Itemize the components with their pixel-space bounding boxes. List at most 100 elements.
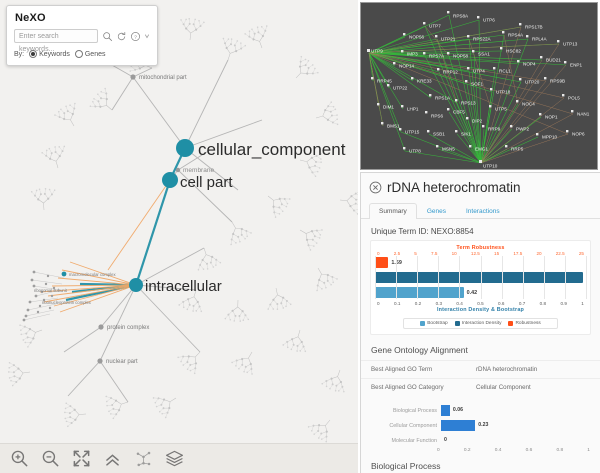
term-detail-panel[interactable]: rDNA heterochromatin Summary Genes Inter… [360, 172, 600, 473]
radio-genes[interactable]: Genes [74, 50, 105, 58]
gene-node-label[interactable]: RPS13 [461, 101, 476, 106]
go-value-cellular-component: 0.23 [478, 422, 489, 428]
gene-node-label[interactable]: LHP1 [407, 107, 419, 112]
gene-node-label[interactable]: DIP2 [472, 119, 483, 124]
search-input[interactable]: Enter search keywords... [14, 29, 98, 53]
gridline [417, 256, 419, 299]
tree-highlight-nodes: cellular_component cell part intracellul… [129, 139, 346, 295]
gene-node-label[interactable]: RPS7A [429, 54, 445, 59]
gene-node-label[interactable]: NOP4 [523, 62, 536, 67]
gene-node-label[interactable]: UTP13 [563, 42, 578, 47]
tree-node-mitochondrial-part[interactable] [130, 74, 136, 80]
zoom-out-icon[interactable] [41, 449, 60, 468]
legend-item-interaction-density: Interaction Density [454, 321, 502, 326]
go-bar-biological-process [441, 405, 450, 416]
gene-node-label[interactable]: ENP1 [570, 63, 582, 68]
gene-node-label[interactable]: POL5 [568, 96, 580, 101]
axis-tick: 1 [587, 448, 590, 453]
tab-summary[interactable]: Summary [369, 203, 417, 219]
gene-node-label[interactable]: UTP5 [495, 107, 507, 112]
tab-interactions[interactable]: Interactions [465, 208, 500, 215]
fit-to-screen-icon[interactable] [72, 449, 91, 468]
tree-node-membrane[interactable] [175, 167, 181, 173]
ontology-tree-graph[interactable]: mitochondrial part membrane protein comp… [0, 0, 358, 473]
gene-node-label[interactable]: MSN5 [442, 147, 455, 152]
tree-node-cell-part[interactable] [162, 172, 178, 188]
gene-node-label[interactable]: UTP15 [405, 130, 420, 135]
gene-node-label[interactable]: NOP6 [572, 132, 585, 137]
gene-node-label[interactable]: RPS8A [453, 14, 469, 19]
kv-best-aligned-go-term: Best Aligned GO Term rDNA heterochromati… [361, 360, 600, 378]
gene-node-label[interactable]: BUD21 [546, 58, 561, 63]
gene-node-label[interactable]: RPS4A [508, 33, 524, 38]
gene-node-label[interactable]: UTP7 [429, 24, 441, 29]
gene-node-label[interactable]: NOC4 [522, 102, 535, 107]
gene-node-label[interactable]: RPS22A [473, 37, 492, 42]
axis-tick: 0.8 [539, 301, 547, 306]
gene-node-label[interactable]: UTP9 [371, 49, 383, 54]
gene-node-label[interactable]: RPS9B [550, 79, 565, 84]
gene-node-label[interactable]: MPP10 [542, 135, 558, 140]
detail-tabs[interactable]: Summary Genes Interactions [361, 202, 600, 219]
gene-node-label[interactable]: RRP9 [488, 127, 501, 132]
gene-node-label[interactable]: SIK1 [461, 132, 471, 137]
zoom-in-icon[interactable] [10, 449, 29, 468]
gene-node-label[interactable]: RPS1A [435, 96, 451, 101]
gene-node-label[interactable]: SSA1 [478, 52, 490, 57]
gene-node-label[interactable]: UTP18 [496, 90, 511, 95]
ontology-tree-view[interactable]: mitochondrial part membrane protein comp… [0, 0, 358, 473]
gene-node-label[interactable]: KRE33 [417, 79, 432, 84]
radio-keywords[interactable]: Keywords [29, 50, 70, 58]
collapse-icon[interactable] [103, 449, 122, 468]
legend-label-interaction-density: Interaction Density [461, 321, 502, 326]
gene-node-label[interactable]: EMG1 [475, 147, 488, 152]
gene-node-label[interactable]: DIM1 [383, 105, 394, 110]
gene-network-graph[interactable]: RPS8A UTP6 UTP7 RPS17B NOP56 UTP21 RPS22A RPS4A… [361, 3, 597, 169]
gene-node-label[interactable]: RPS17B [525, 25, 543, 30]
tree-node-intracellular[interactable] [129, 278, 143, 292]
gene-node-label[interactable]: HSC82 [506, 49, 521, 54]
gene-node-label[interactable]: RRP45 [377, 79, 392, 84]
gene-node-label[interactable]: RRP12 [443, 70, 458, 75]
tree-node-protein-complex[interactable] [98, 324, 104, 330]
gene-node-label[interactable]: RPS6 [431, 114, 443, 119]
gene-node-label[interactable]: UTP22 [393, 86, 408, 91]
search-icon[interactable] [102, 31, 113, 42]
gene-node-label[interactable]: NOP56 [409, 35, 425, 40]
gene-node-label[interactable]: UTP8 [409, 149, 421, 154]
tree-node-macromolecular-complex[interactable] [61, 271, 67, 277]
gene-node-label[interactable]: RRP5 [511, 147, 524, 152]
gene-node-label[interactable]: NOP14 [399, 64, 415, 69]
help-icon[interactable]: ? [130, 31, 141, 42]
gene-node-label[interactable]: NAN1 [577, 112, 590, 117]
legend-swatch-bootstrap [420, 321, 426, 326]
gene-node-label[interactable]: UTP10 [483, 164, 498, 169]
gene-node-label[interactable]: CBF5 [453, 110, 465, 115]
close-circle-icon[interactable] [369, 181, 382, 194]
gene-node-label[interactable]: RCL1 [499, 69, 511, 74]
gene-node-label[interactable]: IMP3 [407, 52, 418, 57]
gene-interaction-network[interactable]: RPS8A UTP6 UTP7 RPS17B NOP56 UTP21 RPS22A RPS4A… [360, 2, 598, 170]
gene-node-label[interactable]: UTP4 [473, 69, 485, 74]
detail-header: rDNA heterochromatin [361, 173, 600, 199]
chevron-down-icon[interactable] [144, 31, 150, 42]
gene-node-label[interactable]: NOP58 [453, 54, 469, 59]
gene-node-label[interactable]: UTP20 [525, 80, 540, 85]
gene-node-label[interactable]: UTP6 [483, 18, 495, 23]
gene-node-label[interactable]: RPL4A [532, 37, 547, 42]
gene-node-label[interactable]: SOF1 [471, 82, 483, 87]
view-toolbar[interactable] [0, 443, 358, 473]
tree-node-cellular-component[interactable] [176, 139, 194, 157]
tree-node-nuclear-part[interactable] [97, 358, 103, 364]
layers-icon[interactable] [165, 449, 184, 468]
tab-genes[interactable]: Genes [426, 208, 446, 215]
gene-node-label[interactable]: BMS1 [387, 124, 400, 129]
search-panel[interactable]: NeXO Enter search keywords... ? [6, 5, 158, 66]
gene-node-label[interactable]: SSB1 [433, 132, 445, 137]
tree-node-label: ribonucleoprotein complex [42, 300, 92, 305]
gene-node-label[interactable]: NOP1 [545, 115, 558, 120]
bar-interaction-density [375, 272, 583, 283]
refresh-icon[interactable] [116, 31, 127, 42]
gene-node-label[interactable]: PWP2 [516, 127, 529, 132]
gene-node-label[interactable]: UTP21 [441, 37, 456, 42]
